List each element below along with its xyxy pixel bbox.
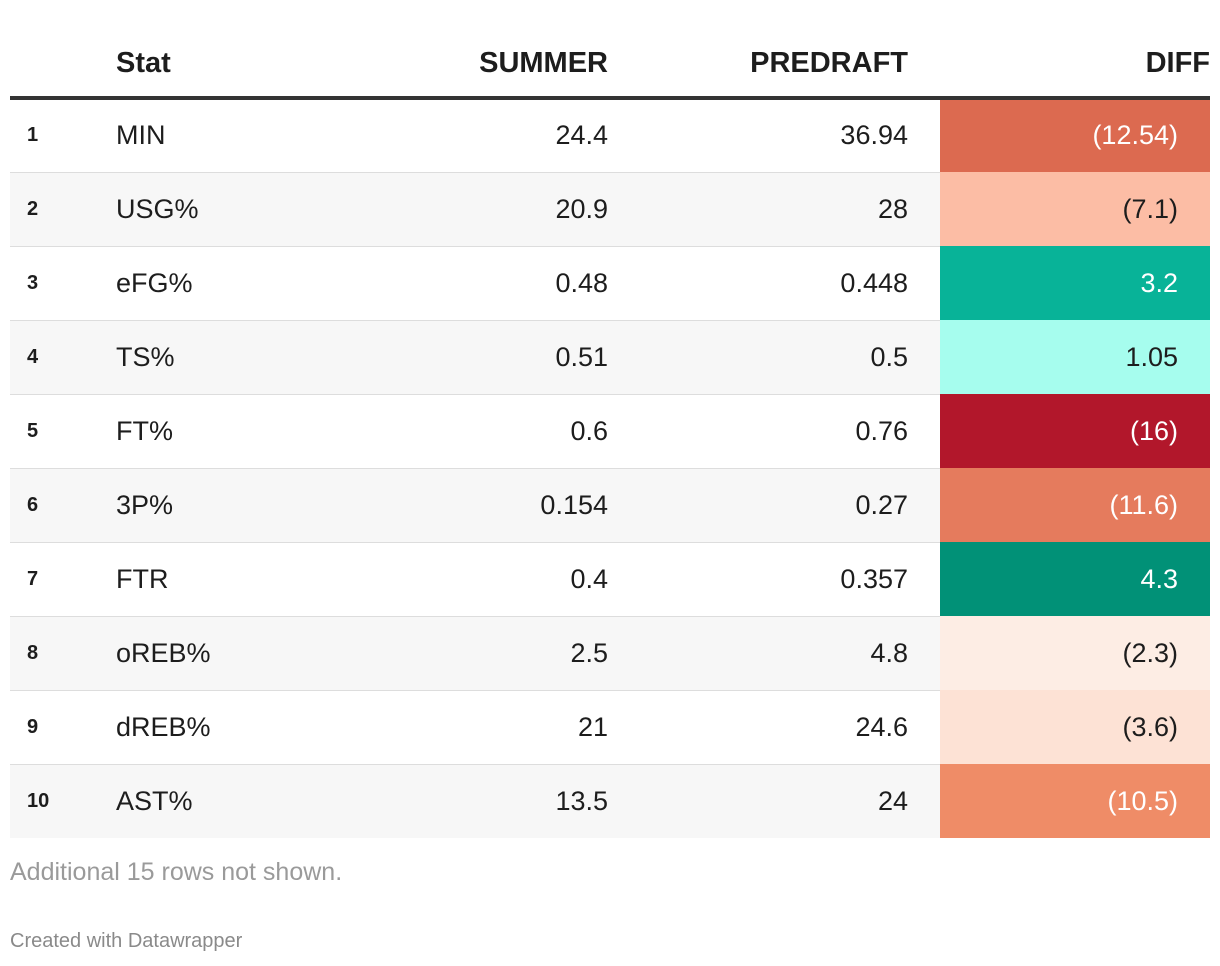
stat-name-cell: TS%: [100, 320, 300, 395]
diff-value-cell: 4.3: [940, 542, 1210, 616]
header-summer[interactable]: SUMMER: [300, 30, 620, 100]
stat-name-cell: USG%: [100, 172, 300, 247]
summer-value-cell: 21: [300, 690, 620, 765]
stat-name-cell: FT%: [100, 394, 300, 469]
predraft-value-cell: 4.8: [620, 616, 940, 691]
diff-value-cell: (10.5): [940, 764, 1210, 838]
table-row: 2 USG% 20.9 28 (7.1): [10, 172, 1210, 247]
predraft-value-cell: 0.448: [620, 246, 940, 321]
summer-value-cell: 2.5: [300, 616, 620, 691]
predraft-value-cell: 24: [620, 764, 940, 838]
stat-name-cell: dREB%: [100, 690, 300, 765]
summer-value-cell: 20.9: [300, 172, 620, 247]
predraft-value-cell: 0.357: [620, 542, 940, 617]
stat-name-cell: oREB%: [100, 616, 300, 691]
summer-value-cell: 0.48: [300, 246, 620, 321]
row-rank: 9: [10, 690, 100, 765]
row-rank: 4: [10, 320, 100, 395]
table-body: 1 MIN 24.4 36.94 (12.54) 2 USG% 20.9 28 (7.1) 3 eFG…: [10, 98, 1210, 838]
table-row: 7 FTR 0.4 0.357 4.3: [10, 542, 1210, 617]
table-row: 10 AST% 13.5 24 (10.5): [10, 764, 1210, 838]
predraft-value-cell: 28: [620, 172, 940, 247]
table-row: 6 3P% 0.154 0.27 (11.6): [10, 468, 1210, 543]
diff-value-cell: 1.05: [940, 320, 1210, 394]
diff-value-cell: (7.1): [940, 172, 1210, 246]
stat-name-cell: eFG%: [100, 246, 300, 321]
row-rank: 8: [10, 616, 100, 691]
table-row: 4 TS% 0.51 0.5 1.05: [10, 320, 1210, 395]
predraft-value-cell: 0.27: [620, 468, 940, 543]
summer-value-cell: 0.154: [300, 468, 620, 543]
stat-name-cell: AST%: [100, 764, 300, 838]
header-diff[interactable]: DIFF: [940, 30, 1210, 100]
stat-name-cell: FTR: [100, 542, 300, 617]
row-rank: 1: [10, 98, 100, 173]
table-row: 9 dREB% 21 24.6 (3.6): [10, 690, 1210, 765]
row-rank: 2: [10, 172, 100, 247]
header-stat[interactable]: Stat: [100, 30, 300, 100]
predraft-value-cell: 36.94: [620, 98, 940, 173]
row-rank: 3: [10, 246, 100, 321]
header-row: Stat SUMMER PREDRAFT DIFF: [10, 30, 1210, 100]
diff-value-cell: 3.2: [940, 246, 1210, 320]
table-header: Stat SUMMER PREDRAFT DIFF: [10, 30, 1210, 100]
header-predraft[interactable]: PREDRAFT: [620, 30, 940, 100]
diff-value-cell: (3.6): [940, 690, 1210, 764]
table-row: 3 eFG% 0.48 0.448 3.2: [10, 246, 1210, 321]
diff-value-cell: (16): [940, 394, 1210, 468]
summer-value-cell: 13.5: [300, 764, 620, 838]
diff-value-cell: (11.6): [940, 468, 1210, 542]
data-table-container: Stat SUMMER PREDRAFT DIFF 1 MIN 24.4 36.94(…: [10, 30, 1210, 838]
predraft-value-cell: 0.5: [620, 320, 940, 395]
summer-value-cell: 0.4: [300, 542, 620, 617]
diff-value-cell: (2.3): [940, 616, 1210, 690]
row-rank: 7: [10, 542, 100, 617]
predraft-value-cell: 24.6: [620, 690, 940, 765]
datawrapper-credit: Created with Datawrapper: [10, 930, 243, 952]
rows-not-shown-note: Additional 15 rows not shown.: [10, 858, 343, 886]
diff-value-cell: (12.54): [940, 98, 1210, 172]
row-rank: 6: [10, 468, 100, 543]
row-rank: 10: [10, 764, 100, 838]
table-row: 8 oREB% 2.5 4.8 (2.3): [10, 616, 1210, 691]
header-rank[interactable]: [10, 30, 100, 100]
summer-value-cell: 0.6: [300, 394, 620, 469]
summer-value-cell: 0.51: [300, 320, 620, 395]
row-rank: 5: [10, 394, 100, 469]
table-row: 1 MIN 24.4 36.94 (12.54): [10, 98, 1210, 173]
predraft-value-cell: 0.76: [620, 394, 940, 469]
table-row: 5 FT% 0.6 0.76 (16): [10, 394, 1210, 469]
data-table: Stat SUMMER PREDRAFT DIFF 1 MIN 24.4 36.94(…: [10, 30, 1210, 838]
summer-value-cell: 24.4: [300, 98, 620, 173]
stat-name-cell: MIN: [100, 98, 300, 173]
stat-name-cell: 3P%: [100, 468, 300, 543]
